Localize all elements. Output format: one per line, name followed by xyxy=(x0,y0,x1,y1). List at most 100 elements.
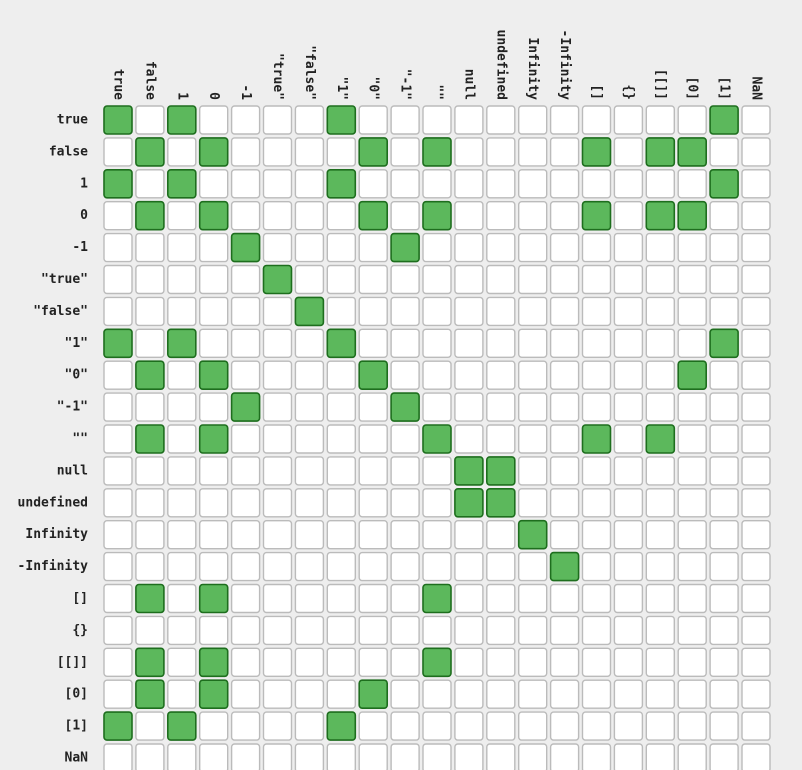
grid-cell-equal xyxy=(103,169,133,199)
grid-cell-not-equal xyxy=(581,328,612,358)
grid-cell-not-equal xyxy=(167,647,197,677)
grid-cell-not-equal xyxy=(486,647,516,677)
grid-cell-not-equal xyxy=(390,264,420,295)
grid-cell-not-equal xyxy=(518,551,548,582)
row-label: {} xyxy=(72,623,88,638)
column-label: -Infinity xyxy=(557,30,572,101)
grid-cell-not-equal xyxy=(518,264,548,295)
grid-cell-not-equal xyxy=(358,296,388,327)
grid-cell-equal xyxy=(390,232,420,263)
row-label: -Infinity xyxy=(18,559,89,574)
column-label: "true" xyxy=(270,53,285,100)
grid-cell-not-equal xyxy=(294,328,325,358)
grid-cell-not-equal xyxy=(645,232,675,263)
row-label: [1] xyxy=(65,719,88,734)
grid-cell-not-equal xyxy=(294,456,325,486)
column-label: "false" xyxy=(302,45,317,100)
grid-cell-not-equal xyxy=(167,296,197,327)
column-label: true xyxy=(111,69,126,100)
column-label: [1] xyxy=(717,77,732,100)
grid-cell-equal xyxy=(326,328,357,359)
grid-cell-not-equal xyxy=(230,615,261,646)
grid-cell-not-equal xyxy=(358,615,388,646)
grid-cell-not-equal xyxy=(422,232,452,263)
grid-cell-not-equal xyxy=(390,456,420,486)
grid-cell-not-equal xyxy=(645,105,675,135)
grid-cell-not-equal xyxy=(230,583,261,614)
grid-cell-not-equal xyxy=(294,615,325,646)
grid-cell-not-equal xyxy=(262,232,293,263)
row-label: "-1" xyxy=(57,400,88,415)
grid-cell-not-equal xyxy=(486,137,516,167)
grid-cell-not-equal xyxy=(645,679,675,709)
grid-cell-not-equal xyxy=(454,169,484,199)
grid-cell-not-equal xyxy=(709,615,739,646)
grid-cell-not-equal xyxy=(390,520,420,550)
grid-cell-not-equal xyxy=(709,520,739,550)
grid-cell-not-equal xyxy=(645,615,675,646)
grid-cell-equal xyxy=(645,137,676,167)
grid-cell-not-equal xyxy=(422,488,452,518)
grid-cell-not-equal xyxy=(326,488,356,518)
grid-cell-equal xyxy=(677,360,708,391)
grid-cell-not-equal xyxy=(358,392,388,422)
grid-cell-not-equal xyxy=(262,615,293,646)
grid-cell-not-equal xyxy=(677,264,707,295)
grid-cell-not-equal xyxy=(390,169,420,199)
grid-cell-not-equal xyxy=(709,488,739,518)
grid-cell-not-equal xyxy=(422,743,452,770)
column-label: "" xyxy=(430,84,445,100)
grid-cell-not-equal xyxy=(709,711,739,741)
grid-cell-not-equal xyxy=(358,264,388,295)
grid-cell-not-equal xyxy=(103,743,133,770)
grid-cell-not-equal xyxy=(326,264,356,295)
grid-cell-not-equal xyxy=(709,264,739,295)
grid-cell-not-equal xyxy=(486,615,516,646)
grid-cell-not-equal xyxy=(486,392,516,422)
grid-cell-not-equal xyxy=(645,647,675,677)
grid-cell-not-equal xyxy=(677,743,707,770)
grid-cell-equal xyxy=(709,169,739,199)
grid-cell-not-equal xyxy=(709,137,739,167)
grid-cell-not-equal xyxy=(741,360,771,390)
row-label: [0] xyxy=(65,687,88,702)
grid-cell-not-equal xyxy=(390,583,420,614)
grid-cell-not-equal xyxy=(645,743,675,770)
grid-cell-not-equal xyxy=(741,296,771,327)
grid-cell-not-equal xyxy=(358,583,388,614)
grid-cell-not-equal xyxy=(103,424,133,454)
grid-cell-not-equal xyxy=(486,360,516,390)
grid-cell-equal xyxy=(709,328,739,359)
grid-cell-not-equal xyxy=(581,647,612,677)
grid-cell-not-equal xyxy=(390,424,420,454)
grid-cell-not-equal xyxy=(135,296,165,327)
grid-cell-not-equal xyxy=(454,232,484,263)
grid-cell-not-equal xyxy=(326,360,356,390)
column-label: "1" xyxy=(334,77,349,100)
grid-cell-not-equal xyxy=(454,264,484,295)
grid-cell-equal xyxy=(135,424,165,454)
grid-cell-not-equal xyxy=(262,711,293,741)
row-label: true xyxy=(57,113,88,128)
grid-cell-not-equal xyxy=(262,392,293,422)
grid-cell-not-equal xyxy=(486,711,516,741)
grid-cell-not-equal xyxy=(135,551,165,582)
grid-cell-not-equal xyxy=(262,488,293,518)
grid-cell-not-equal xyxy=(135,328,165,358)
grid-cell-not-equal xyxy=(135,392,165,422)
column-label: [[]] xyxy=(653,69,668,100)
grid-cell-not-equal xyxy=(613,328,644,358)
grid-cell-not-equal xyxy=(294,392,325,422)
grid-cell-not-equal xyxy=(358,743,388,770)
grid-cell-not-equal xyxy=(709,647,739,677)
grid-cell-not-equal xyxy=(613,264,644,295)
grid-cell-not-equal xyxy=(230,647,261,677)
grid-cell-not-equal xyxy=(677,105,707,135)
grid-cell-not-equal xyxy=(518,647,548,677)
grid-cell-not-equal xyxy=(294,711,325,741)
grid-cell-not-equal xyxy=(741,711,771,741)
grid-cell-not-equal xyxy=(581,711,612,741)
grid-cell-not-equal xyxy=(326,296,356,327)
grid-cell-not-equal xyxy=(198,551,229,582)
grid-cell-not-equal xyxy=(677,328,707,358)
